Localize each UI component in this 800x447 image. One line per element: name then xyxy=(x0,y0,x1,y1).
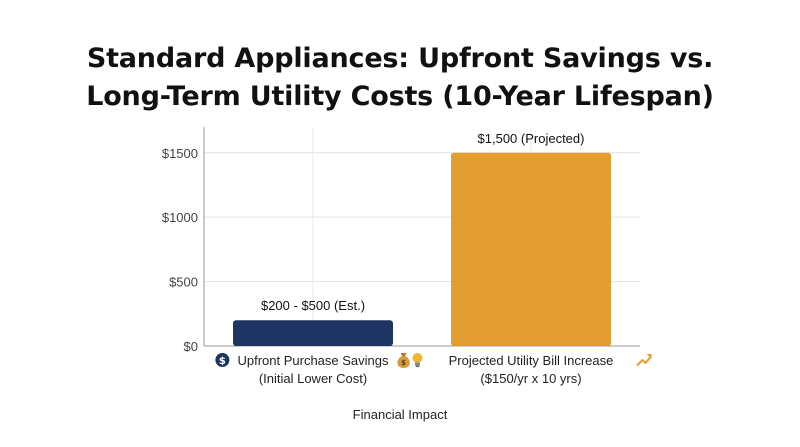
y-tick-label: $1500 xyxy=(162,146,198,161)
chart-title-line-2: Long-Term Utility Costs (10-Year Lifespa… xyxy=(86,81,714,112)
svg-text:$: $ xyxy=(219,356,226,367)
lightbulb-icon xyxy=(412,353,423,368)
x-axis-title: Financial Impact xyxy=(353,407,448,422)
category-label-1-line-2: (Initial Lower Cost) xyxy=(259,371,367,386)
category-label-2-line-1: Projected Utility Bill Increase xyxy=(449,353,614,368)
axes: $0 $500 $1000 $1500 xyxy=(162,127,640,354)
svg-text:$: $ xyxy=(401,359,406,367)
data-labels: $200 - $500 (Est.) $1,500 (Projected) xyxy=(261,131,585,313)
bar-2 xyxy=(451,152,611,346)
bars xyxy=(233,152,611,346)
data-label-2: $1,500 (Projected) xyxy=(478,131,585,146)
y-tick-label: $0 xyxy=(184,339,198,354)
y-tick-label: $1000 xyxy=(162,210,198,225)
bar-1 xyxy=(233,320,393,346)
trend-up-icon xyxy=(636,354,652,366)
chart-title: Standard Appliances: Upfront Savings vs.… xyxy=(0,40,800,116)
y-tick-label: $500 xyxy=(169,275,198,290)
category-label-1-line-1: Upfront Purchase Savings xyxy=(237,353,389,368)
category-labels: Upfront Purchase Savings (Initial Lower C… xyxy=(215,353,652,386)
dollar-coin-icon: $ xyxy=(215,353,230,367)
chart-title-line-1: Standard Appliances: Upfront Savings vs. xyxy=(86,43,714,74)
category-label-2-line-2: ($150/yr x 10 yrs) xyxy=(480,371,581,386)
money-bag-icon: $ xyxy=(397,353,410,368)
data-label-1: $200 - $500 (Est.) xyxy=(261,298,365,313)
